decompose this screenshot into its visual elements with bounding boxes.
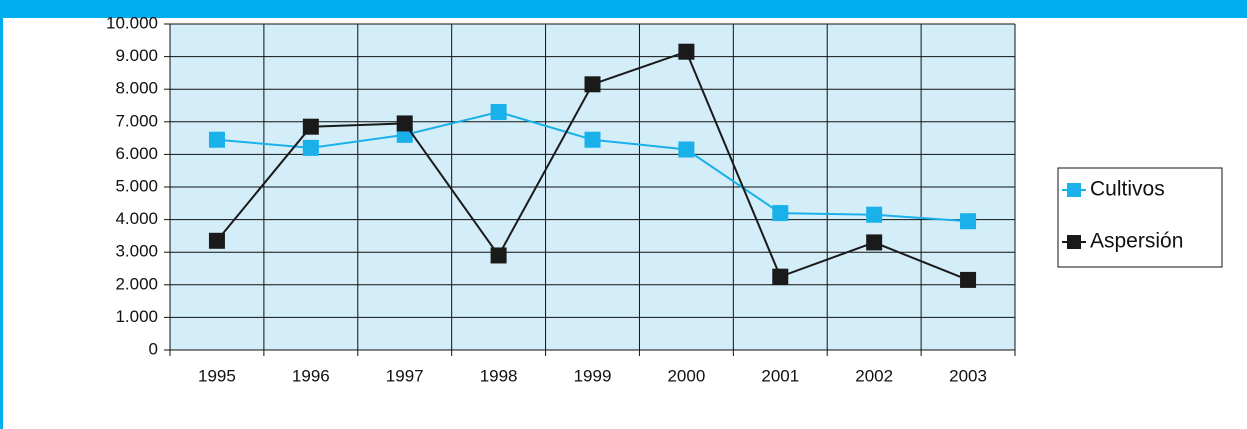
point-marker — [302, 139, 319, 156]
point-marker — [584, 131, 601, 148]
point-marker — [490, 247, 507, 264]
y-tick-label: 4.000 — [115, 209, 158, 228]
legend-label: Cultivos — [1090, 178, 1165, 201]
point-marker — [960, 271, 977, 288]
y-tick-label: 6.000 — [115, 144, 158, 163]
x-tick-label: 2000 — [667, 366, 705, 385]
x-tick-label: 1998 — [480, 366, 518, 385]
y-tick-label: 8.000 — [115, 79, 158, 98]
legend-box — [1057, 167, 1223, 268]
x-tick-label: 1996 — [292, 366, 330, 385]
point-marker — [678, 43, 695, 60]
y-tick-label: 5.000 — [115, 176, 158, 195]
point-marker — [490, 104, 507, 121]
point-marker — [960, 213, 977, 230]
point-marker — [584, 76, 601, 93]
point-marker — [772, 205, 789, 222]
y-tick-label: 2.000 — [115, 274, 158, 293]
y-tick-label: 0 — [149, 339, 158, 358]
x-tick-label: 1995 — [198, 366, 236, 385]
y-tick-label: 7.000 — [115, 111, 158, 130]
y-tick-label: 3.000 — [115, 242, 158, 261]
x-tick-label: 2001 — [761, 366, 799, 385]
point-marker — [396, 115, 413, 132]
point-marker — [208, 131, 225, 148]
left-border — [0, 18, 3, 429]
y-tick-label: 10.000 — [106, 13, 158, 32]
top-bar — [0, 0, 1247, 18]
point-marker — [678, 141, 695, 158]
y-tick-label: 9.000 — [115, 46, 158, 65]
x-tick-label: 2002 — [855, 366, 893, 385]
x-tick-label: 1999 — [574, 366, 612, 385]
x-tick-label: 2003 — [949, 366, 987, 385]
x-tick-label: 1997 — [386, 366, 424, 385]
point-marker — [772, 268, 789, 285]
legend-marker — [1067, 183, 1081, 197]
legend-marker — [1067, 235, 1081, 249]
y-tick-label: 1.000 — [115, 307, 158, 326]
point-marker — [866, 206, 883, 223]
point-marker — [208, 232, 225, 249]
point-marker — [866, 234, 883, 251]
legend-label: Aspersión — [1090, 230, 1183, 253]
point-marker — [302, 118, 319, 135]
